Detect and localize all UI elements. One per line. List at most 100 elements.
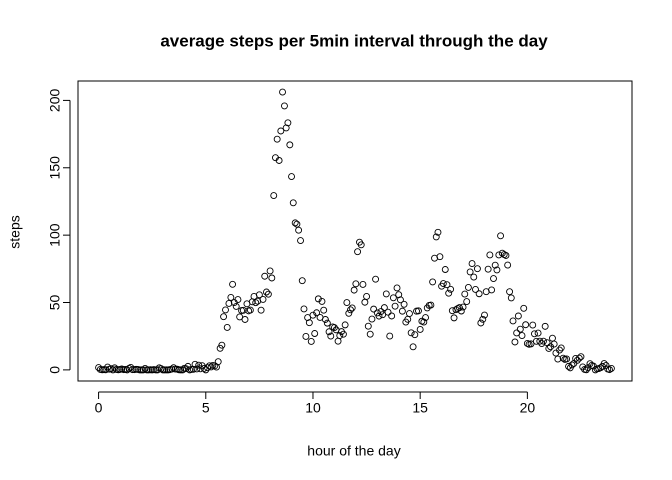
point <box>345 309 353 317</box>
point <box>447 285 455 293</box>
point <box>422 314 429 322</box>
point <box>220 313 228 321</box>
plot-frame <box>77 80 633 382</box>
point <box>384 308 392 316</box>
point <box>498 249 506 257</box>
point <box>397 296 404 304</box>
point <box>607 364 615 372</box>
point <box>281 102 288 110</box>
y-tick-label: 150 <box>47 156 63 180</box>
point <box>557 344 565 352</box>
point <box>236 313 244 321</box>
point <box>104 363 112 371</box>
point <box>348 304 356 312</box>
point <box>600 360 608 368</box>
point <box>511 338 519 346</box>
x-tick-label: 0 <box>95 400 103 416</box>
point <box>443 281 451 289</box>
point <box>475 290 483 298</box>
point <box>495 251 503 259</box>
point <box>159 366 167 374</box>
point <box>461 290 469 298</box>
point <box>559 354 567 362</box>
point <box>263 288 270 296</box>
point <box>507 294 515 302</box>
point <box>466 268 474 276</box>
point <box>330 324 338 332</box>
point <box>372 275 380 283</box>
point <box>434 228 442 236</box>
point <box>407 329 415 337</box>
point <box>429 278 437 286</box>
point <box>193 365 201 373</box>
point <box>375 312 383 320</box>
x-tick-label: 15 <box>412 400 428 416</box>
point <box>273 135 281 143</box>
point <box>161 366 169 374</box>
point <box>514 312 522 320</box>
point <box>464 283 472 291</box>
point <box>300 305 308 313</box>
point <box>391 302 399 310</box>
point <box>138 366 145 374</box>
point <box>473 265 481 273</box>
y-tick-label: 200 <box>47 89 63 113</box>
point <box>107 365 115 373</box>
point <box>343 299 351 306</box>
point <box>313 309 321 317</box>
point <box>187 366 195 373</box>
x-axis-label: hour of the day <box>307 443 400 459</box>
point <box>602 361 610 369</box>
point <box>154 366 161 374</box>
point <box>246 306 254 314</box>
point <box>195 361 203 369</box>
point <box>500 251 508 258</box>
point <box>357 241 365 249</box>
point <box>268 274 276 282</box>
point <box>168 365 176 373</box>
point <box>266 267 274 275</box>
point <box>321 316 329 323</box>
point <box>606 366 613 374</box>
point <box>502 252 510 259</box>
point <box>481 311 488 319</box>
point <box>393 284 401 292</box>
x-tick-label: 10 <box>305 400 321 416</box>
point <box>411 331 419 339</box>
point <box>491 261 499 269</box>
point <box>305 319 313 327</box>
point <box>388 312 396 320</box>
point <box>259 295 267 303</box>
point <box>364 322 372 330</box>
point <box>550 340 558 348</box>
point <box>202 366 210 374</box>
point <box>406 310 413 318</box>
point <box>382 290 390 298</box>
point <box>400 300 408 308</box>
point <box>291 219 299 227</box>
point <box>163 366 170 374</box>
point <box>554 355 562 363</box>
point <box>270 192 278 199</box>
point <box>509 317 517 325</box>
point <box>323 319 331 327</box>
point <box>200 364 208 372</box>
point <box>563 355 571 363</box>
point <box>479 315 487 323</box>
point <box>341 321 349 329</box>
point <box>171 365 179 373</box>
point <box>541 322 549 330</box>
point <box>252 299 260 307</box>
point <box>427 301 435 309</box>
point <box>277 127 285 135</box>
point <box>339 330 347 338</box>
point <box>506 288 514 296</box>
point <box>234 296 242 303</box>
point <box>484 265 492 273</box>
point <box>398 307 406 315</box>
point <box>441 266 449 273</box>
point <box>415 307 422 315</box>
point <box>207 363 215 371</box>
point <box>311 330 319 337</box>
point <box>386 332 394 340</box>
